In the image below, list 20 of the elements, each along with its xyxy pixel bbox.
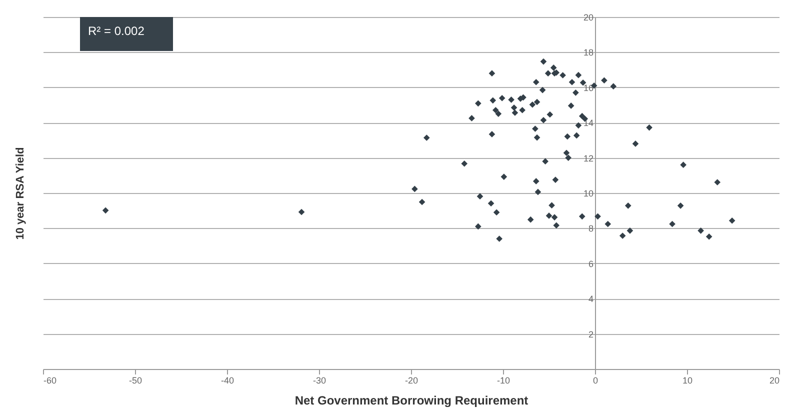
x-tick-label: -10 [496,376,510,386]
y-axis-title: 10 year RSA Yield [14,147,26,240]
x-tick-label: 20 [769,376,780,386]
y-tick-label: 2 [588,329,594,340]
x-tick-label: 10 [682,376,693,386]
x-tick-label: -60 [44,376,57,386]
y-tick-label: 12 [583,153,594,164]
y-tick-label: 4 [588,294,594,304]
y-tick-label: 10 [583,188,594,198]
x-axis-title: Net Government Borrowing Requirement [294,394,528,408]
y-tick-label: 8 [588,224,594,234]
x-tick-label: -50 [128,376,142,386]
x-tick-label: -30 [312,376,326,386]
y-tick-label: 18 [583,48,594,58]
x-tick-label: -20 [404,376,418,386]
x-tick-label: -40 [220,376,234,386]
y-tick-label: 20 [583,12,594,22]
annotation: R² = 0.002 [88,24,145,38]
y-tick-label: 6 [588,258,594,269]
x-tick-label: 0 [592,376,598,386]
